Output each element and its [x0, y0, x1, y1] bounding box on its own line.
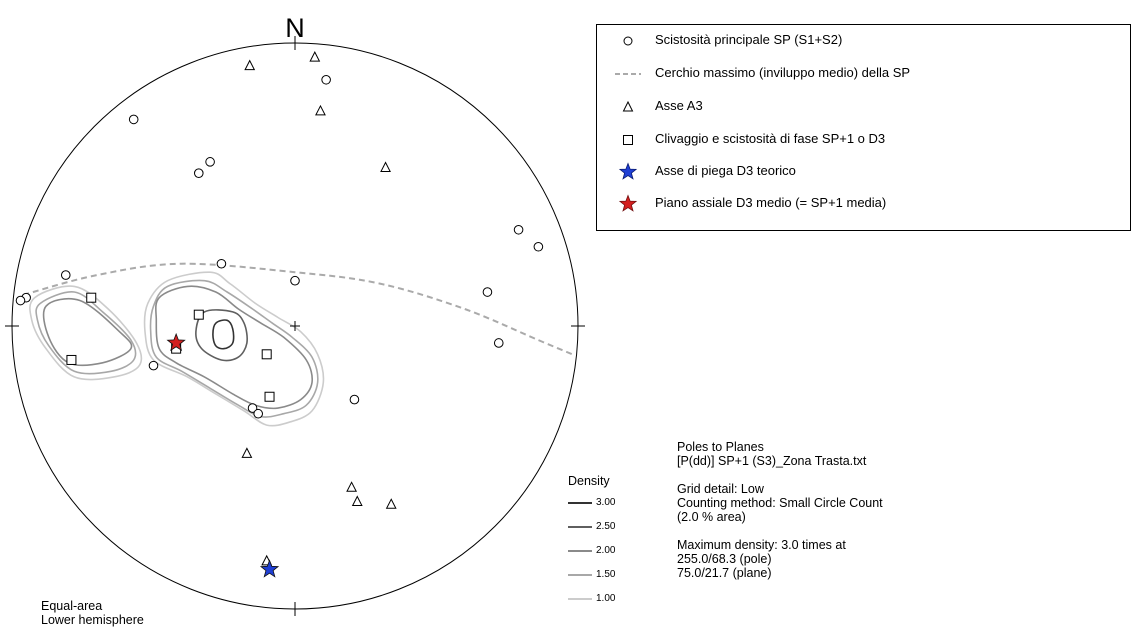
- density-level-row: 2.50: [560, 521, 630, 533]
- a3-axis-point: [380, 161, 391, 173]
- sp-pole-point: [493, 338, 504, 348]
- density-level-label: 3.00: [596, 497, 616, 508]
- circle-marker-icon: [623, 36, 633, 46]
- a3-axis-point: [315, 104, 326, 116]
- sp-pole-point: [216, 258, 227, 269]
- density-contour-2: [155, 285, 314, 410]
- legend-label: Cerchio massimo (inviluppo medio) della …: [655, 65, 911, 80]
- dashed-line-icon: [615, 73, 641, 75]
- legend-label: Piano assiale D3 medio (= SP+1 media): [655, 195, 887, 210]
- density-level-label: 1.00: [596, 593, 616, 604]
- sp-pole-point: [60, 270, 71, 280]
- info-grid-detail: Grid detail: Low: [677, 482, 764, 496]
- sp-pole-point: [349, 394, 360, 405]
- sp-pole-point: [148, 360, 159, 371]
- a3-axis-point: [241, 447, 253, 458]
- density-level-label: 2.00: [596, 545, 616, 556]
- a3-axis-point: [385, 498, 397, 509]
- sp-pole-point: [482, 287, 493, 297]
- sp-pole-point: [321, 74, 331, 85]
- info-area: (2.0 % area): [677, 510, 746, 524]
- density-level-label: 2.50: [596, 521, 616, 532]
- blue-star-icon: [618, 162, 638, 180]
- a3-axis-point: [346, 481, 358, 492]
- sp-pole-point: [247, 403, 258, 413]
- density-line: [568, 598, 592, 600]
- density-level-label: 1.50: [596, 569, 616, 580]
- sp1-cleavage-point: [86, 292, 97, 303]
- a3-axis-point: [351, 495, 363, 506]
- sp-pole-point: [253, 408, 264, 419]
- sp-pole-point: [533, 241, 544, 252]
- density-level-row: 1.00: [560, 593, 630, 605]
- sp-pole-point: [128, 114, 139, 125]
- density-contour-1-5: [149, 279, 319, 418]
- density-contour-3: [212, 319, 235, 350]
- data-points: [15, 51, 544, 578]
- stereonet-plot: N: [5, 13, 585, 616]
- density-contour-1: [143, 271, 325, 427]
- sp1-cleavage-point: [193, 309, 204, 320]
- sp-pole-point: [205, 157, 215, 167]
- info-max-density: Maximum density: 3.0 times at: [677, 538, 846, 552]
- density-line: [568, 574, 592, 576]
- legend-label: Scistosità principale SP (S1+S2): [655, 32, 843, 47]
- red-star-icon: [618, 194, 638, 212]
- density-line: [568, 502, 592, 504]
- density-line: [568, 550, 592, 552]
- triangle-marker-icon: [622, 100, 634, 112]
- sp-pole-point: [193, 168, 204, 178]
- density-level-row: 3.00: [560, 497, 630, 509]
- projection-type: Equal-area: [41, 599, 103, 613]
- info-counting-method: Counting method: Small Circle Count: [677, 496, 883, 510]
- a3-axis-point: [309, 51, 321, 62]
- d3-fold-axis-star: [259, 559, 280, 578]
- legend: Scistosità principale SP (S1+S2) Cerchio…: [596, 24, 1131, 231]
- density-contour-2: [42, 297, 133, 367]
- sp1-cleavage-point: [66, 354, 77, 365]
- density-contour-2-5: [195, 309, 248, 362]
- mean-great-circle-line: [23, 262, 573, 356]
- legend-label: Asse A3: [655, 98, 703, 113]
- info-title: Poles to Planes: [677, 440, 764, 454]
- sp-pole-point: [513, 224, 524, 235]
- density-line: [568, 526, 592, 528]
- sp1-cleavage-point: [261, 349, 272, 360]
- density-level-row: 1.50: [560, 569, 630, 581]
- cardinal-ticks: [5, 36, 585, 616]
- legend-label: Clivaggio e scistosità di fase SP+1 o D3: [655, 131, 886, 146]
- legend-label: Asse di piega D3 teorico: [655, 163, 796, 178]
- sp-pole-point: [290, 275, 300, 286]
- projection-hemisphere: Lower hemisphere: [41, 613, 144, 627]
- info-plane: 75.0/21.7 (plane): [677, 566, 772, 580]
- sp-pole-point: [15, 295, 26, 306]
- info-filename: [P(dd)] SP+1 (S3)_Zona Trasta.txt: [677, 454, 867, 468]
- sp1-cleavage-point: [264, 391, 275, 402]
- square-marker-icon: [623, 135, 633, 145]
- d3-axial-plane-star: [166, 332, 186, 352]
- density-legend-title: Density: [568, 474, 610, 488]
- a3-axis-point: [244, 59, 256, 71]
- north-label: N: [285, 13, 305, 43]
- density-level-row: 2.00: [560, 545, 630, 557]
- info-pole: 255.0/68.3 (pole): [677, 552, 772, 566]
